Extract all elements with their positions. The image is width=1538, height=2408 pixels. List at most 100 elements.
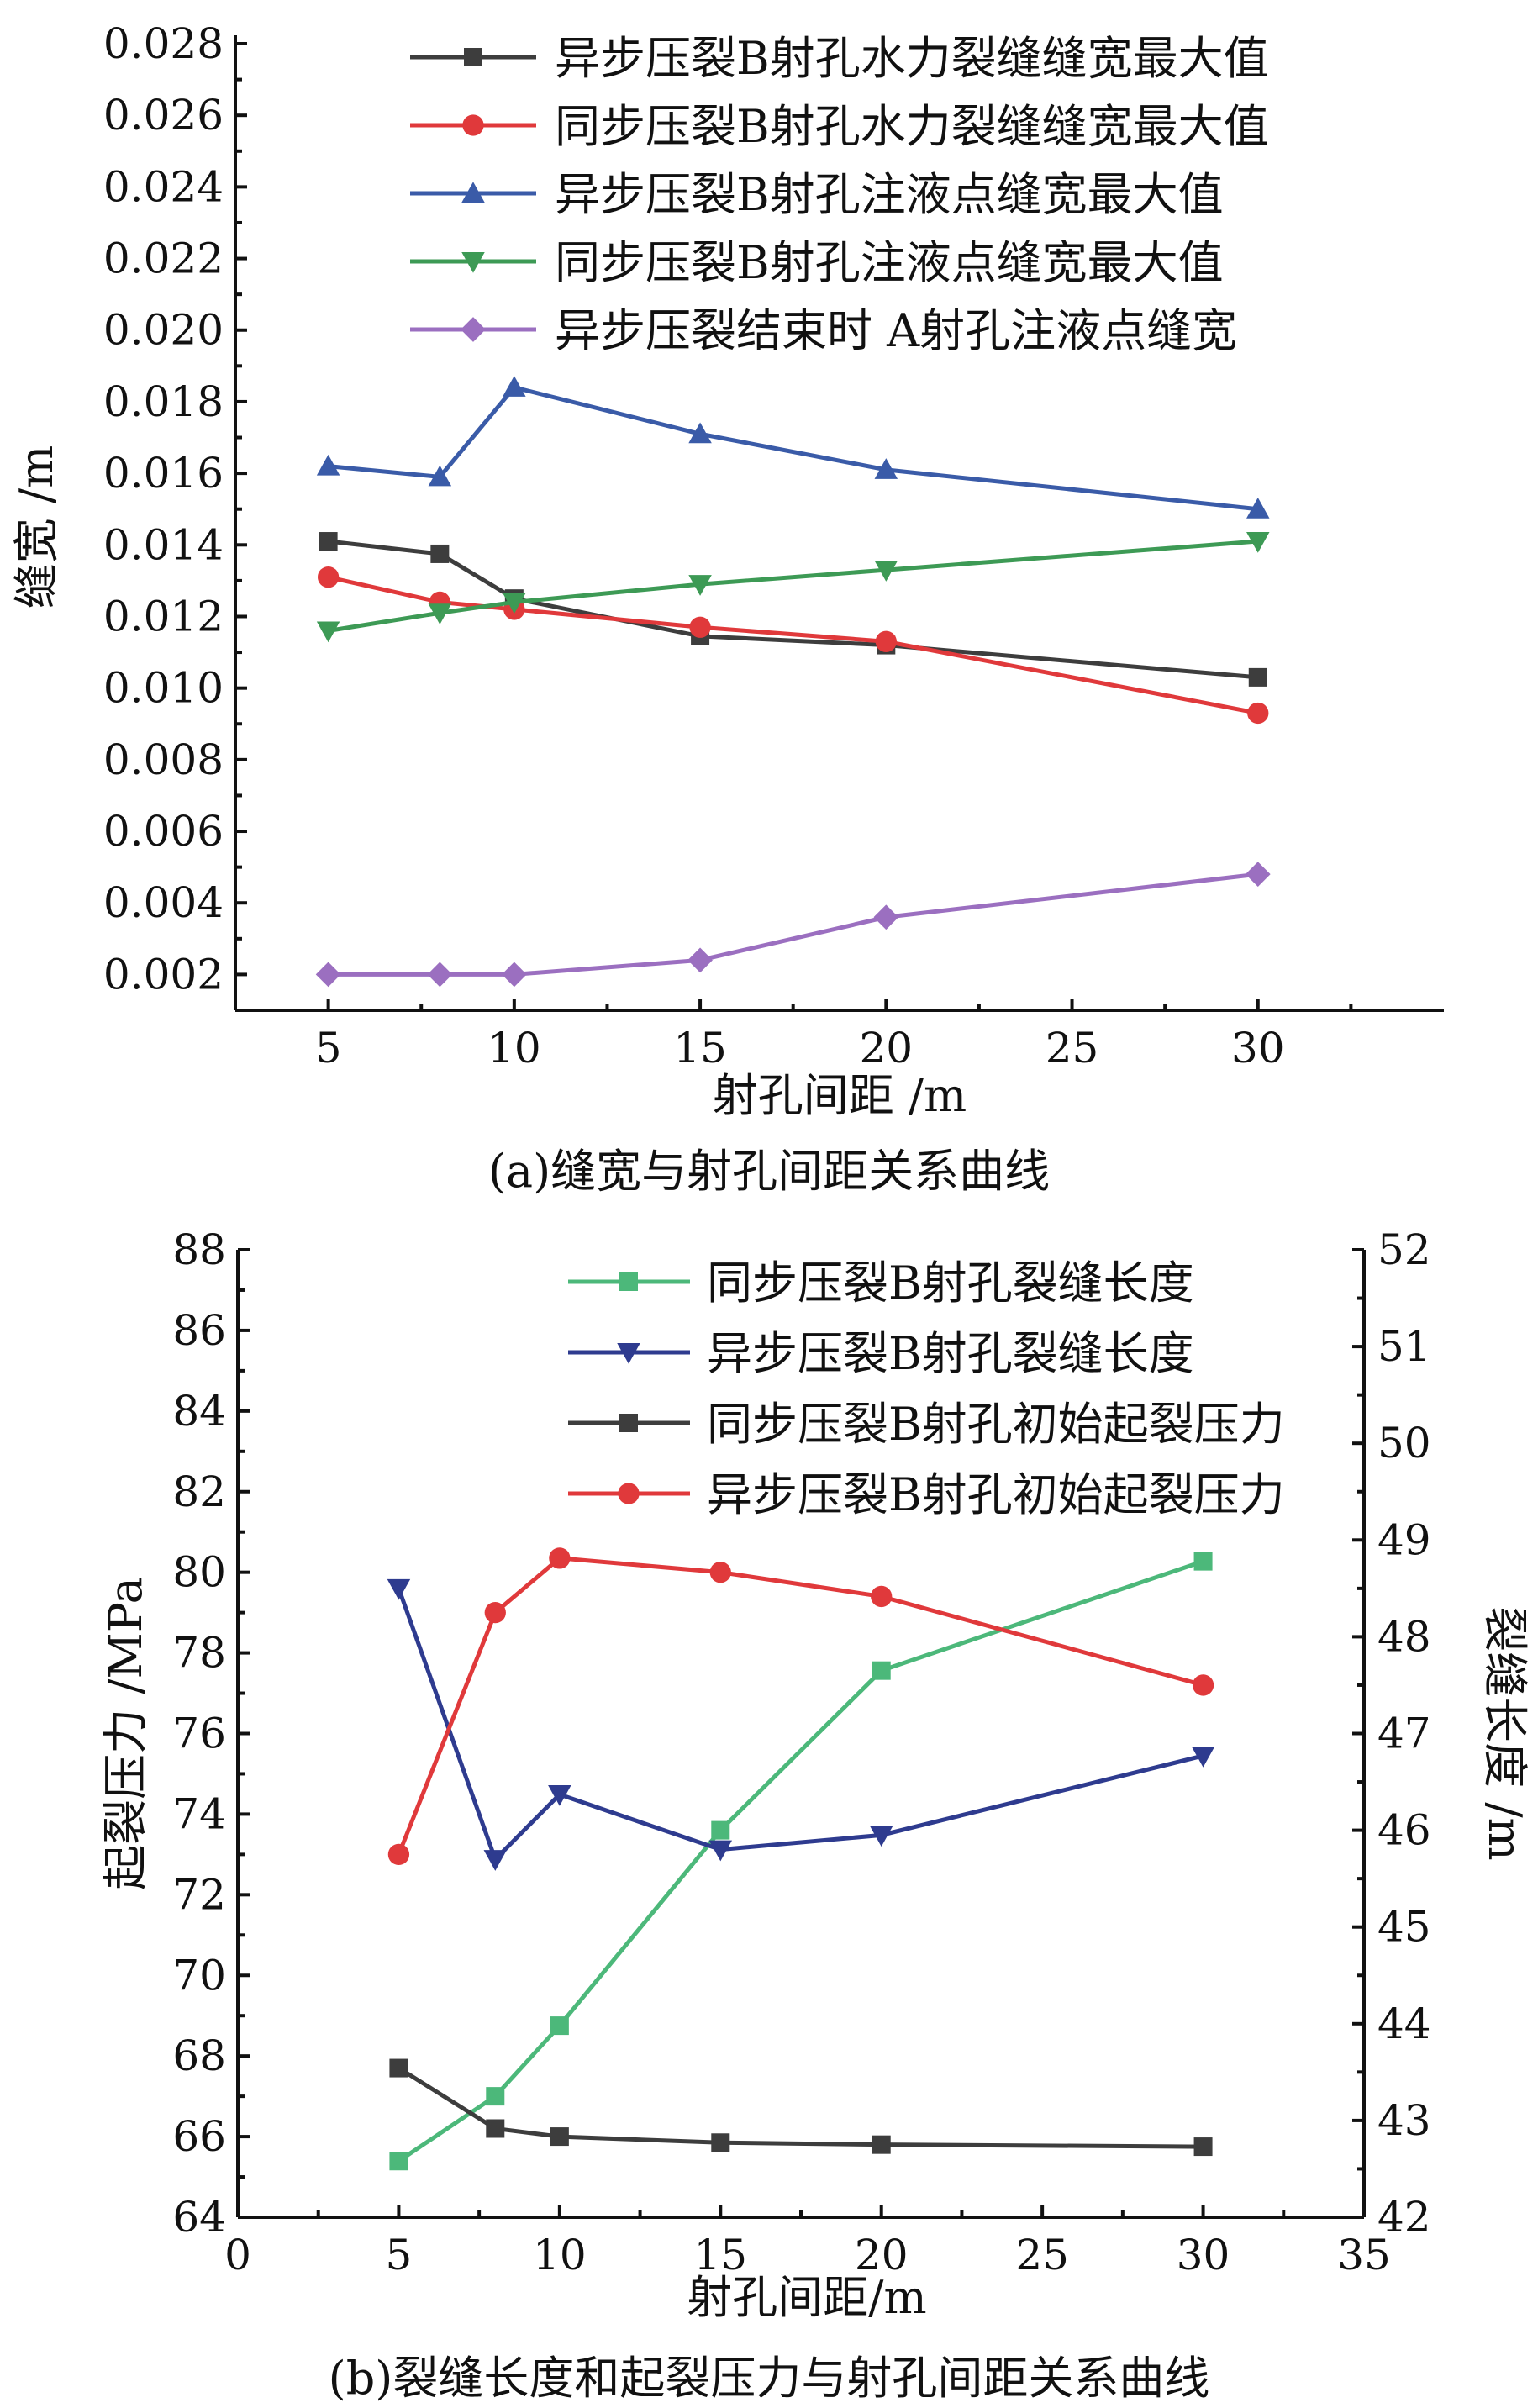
y-left-tick-label: 88 [172,1225,226,1274]
data-point [1193,1552,1213,1571]
legend-label: 异步压裂B射孔裂缝长度 [707,1327,1194,1380]
x-tick-label: 20 [855,2231,909,2279]
series-line [328,385,1259,512]
data-point [1192,1674,1214,1696]
y-tick-label: 0.004 [103,878,224,927]
x-tick-label: 10 [487,1024,541,1072]
y-left-tick-label: 76 [172,1710,226,1758]
y-tick-label: 0.018 [103,377,224,426]
data-point [873,904,899,930]
data-point [503,376,526,397]
x-tick-label: 10 [533,2231,587,2279]
data-point [387,1578,411,1600]
y-left-tick-label: 86 [172,1306,226,1355]
x-tick-label: 0 [224,2231,251,2279]
y-right-tick-label: 42 [1377,2193,1431,2242]
data-point [427,962,453,988]
y-axis-title: 缝宽 /m [10,445,63,609]
series-line [328,872,1259,977]
data-point [1246,532,1270,553]
data-point [316,454,340,476]
data-point [484,1601,506,1624]
y-right-tick-label: 44 [1377,2000,1431,2048]
y-right-tick-label: 52 [1377,1225,1431,1274]
chart-b: 64 66 68 70 72 74 76 78 80 82 84 86 88 42 43 44 45 46 47 48… [99,1225,1531,2405]
data-point [486,2087,505,2106]
data-point [486,2119,505,2138]
legend-marker [461,317,486,342]
data-point [874,561,898,582]
legend-label: 异步压裂结束时 A射孔注液点缝宽 [555,304,1237,357]
data-point [1247,702,1269,725]
data-point [688,575,712,596]
legend-label: 同步压裂B射孔注液点缝宽最大值 [555,236,1224,289]
y-left-tick-label: 78 [172,1629,226,1678]
y-right-axis-title: 裂缝长度 /m [1478,1606,1531,1861]
legend-marker [461,182,485,203]
y-tick-label: 0.026 [103,91,224,140]
y-left-axis-title: 起裂压力 /MPa [99,1577,152,1890]
data-point [872,2135,891,2154]
series-line [398,2066,1204,2149]
legend-label: 异步压裂B射孔注液点缝宽最大值 [555,168,1224,221]
series-line [398,1559,1204,2163]
data-point [387,1843,410,1866]
series-line [328,539,1258,633]
y-left-tick-label: 64 [172,2193,226,2242]
x-tick-label: 30 [1177,2231,1230,2279]
x-tick-label: 25 [1046,1024,1099,1072]
y-right-tick-label: 50 [1377,1419,1431,1467]
y-tick-label: 0.024 [103,162,224,211]
y-left-tick-label: 70 [172,1951,226,2000]
data-point [711,1820,730,1840]
legend-label: 同步压裂B射孔裂缝长度 [707,1257,1194,1309]
x-tick-label: 15 [693,2231,747,2279]
y-right-tick-label: 49 [1377,1515,1431,1564]
data-point [871,1585,893,1608]
data-point [389,2058,408,2078]
data-point [1191,1746,1215,1768]
legend-marker [619,1272,638,1291]
x-tick-label: 15 [673,1024,727,1072]
data-point [501,962,527,988]
legend-marker [464,48,482,66]
x-tick-label: 5 [315,1024,342,1072]
data-point [483,1850,508,1871]
data-point [872,1661,891,1680]
y-right-tick-label: 46 [1377,1806,1431,1855]
y-tick-label: 0.012 [103,592,224,640]
y-tick-label: 0.010 [103,664,224,713]
data-point [1248,667,1267,687]
legend-label: 同步压裂B射孔水力裂缝缝宽最大值 [555,100,1269,153]
y-right-tick-label: 51 [1377,1322,1431,1371]
y-tick-label: 0.008 [103,735,224,784]
x-tick-label: 25 [1015,2231,1069,2279]
x-tick-label: 5 [386,2231,413,2279]
y-right-tick-label: 45 [1377,1903,1431,1952]
x-axis-title: 射孔间距/m [687,2271,926,2324]
legend-marker [619,1414,638,1432]
x-tick-label: 20 [859,1024,913,1072]
y-left-tick-label: 84 [172,1387,226,1436]
series-line [328,575,1259,715]
data-point [869,1826,893,1847]
y-tick-label: 0.022 [103,234,224,283]
data-point [1245,862,1271,887]
series-line [397,1588,1204,1863]
y-left-tick-label: 66 [172,2112,226,2161]
legend-label: 异步压裂B射孔初始起裂压力 [707,1468,1285,1521]
data-point [428,603,452,624]
data-point [1246,497,1270,519]
series-line [397,1556,1204,1856]
y-tick-label: 0.016 [103,449,224,498]
data-point [689,616,711,638]
data-point [550,2127,569,2147]
data-point [319,532,338,551]
data-point [317,566,340,588]
caption-a: (a)缝宽与射孔间距关系曲线 [488,1145,1050,1198]
x-tick-label: 35 [1337,2231,1391,2279]
data-point [709,1562,731,1583]
y-tick-label: 0.014 [103,520,224,569]
y-left-tick-label: 82 [172,1467,226,1516]
